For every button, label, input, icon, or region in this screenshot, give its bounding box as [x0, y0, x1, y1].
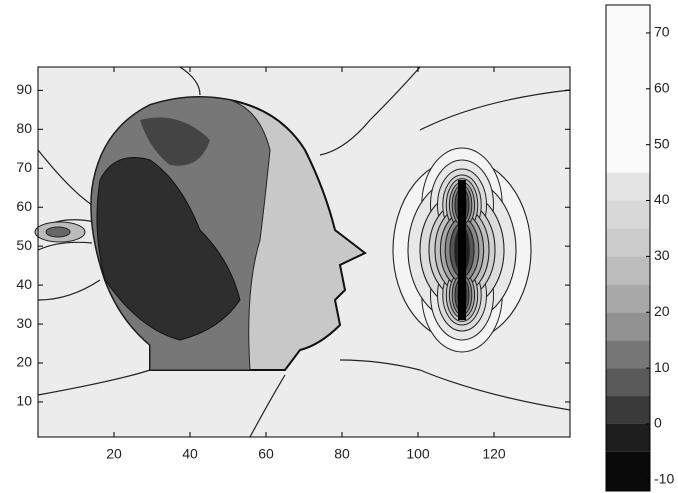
x-tick-label: 100 — [406, 446, 430, 462]
y-tick-label: 50 — [16, 237, 32, 253]
colorbar-tick-label: 60 — [654, 79, 670, 95]
y-tick-label: 20 — [16, 354, 32, 370]
x-tick-label: 120 — [482, 446, 506, 462]
colorbar-tick-label: 50 — [654, 135, 670, 151]
colorbar-band — [606, 173, 650, 201]
y-tick-label: 40 — [16, 276, 32, 292]
colorbar-tick-label: -10 — [654, 471, 674, 487]
colorbar-band — [606, 424, 650, 452]
x-tick-label: 20 — [106, 446, 122, 462]
x-tick-label: 40 — [182, 446, 198, 462]
colorbar-band — [606, 396, 650, 424]
colorbar-band — [606, 340, 650, 368]
colorbar-band — [606, 452, 650, 491]
y-tick-label: 60 — [16, 198, 32, 214]
colorbar-band — [606, 312, 650, 340]
y-tick-label: 80 — [16, 120, 32, 136]
y-tick-label: 90 — [16, 81, 32, 97]
colorbar-tick-label: 40 — [654, 191, 670, 207]
y-tick-label: 30 — [16, 315, 32, 331]
colorbar-band — [606, 201, 650, 229]
y-tick-label: 10 — [16, 393, 32, 409]
colorbar-tick-label: 30 — [654, 247, 670, 263]
y-tick-label: 70 — [16, 159, 32, 175]
antenna — [458, 180, 466, 320]
colorbar-tick-label: 70 — [654, 24, 670, 40]
x-tick-label: 60 — [258, 446, 274, 462]
colorbar-tick-label: 0 — [654, 415, 662, 431]
colorbar-tick-label: 20 — [654, 303, 670, 319]
colorbar-band — [606, 5, 650, 173]
colorbar-band — [606, 368, 650, 396]
colorbar-band — [606, 256, 650, 284]
colorbar-band — [606, 228, 650, 256]
x-tick-label: 80 — [334, 446, 350, 462]
colorbar-tick-label: 10 — [654, 359, 670, 375]
colorbar-band — [606, 284, 650, 312]
chart: 20 40 60 80 100 120 10 20 30 40 50 60 70 80 90 -10 0 10 20… — [0, 0, 678, 493]
contour-region — [46, 227, 70, 237]
